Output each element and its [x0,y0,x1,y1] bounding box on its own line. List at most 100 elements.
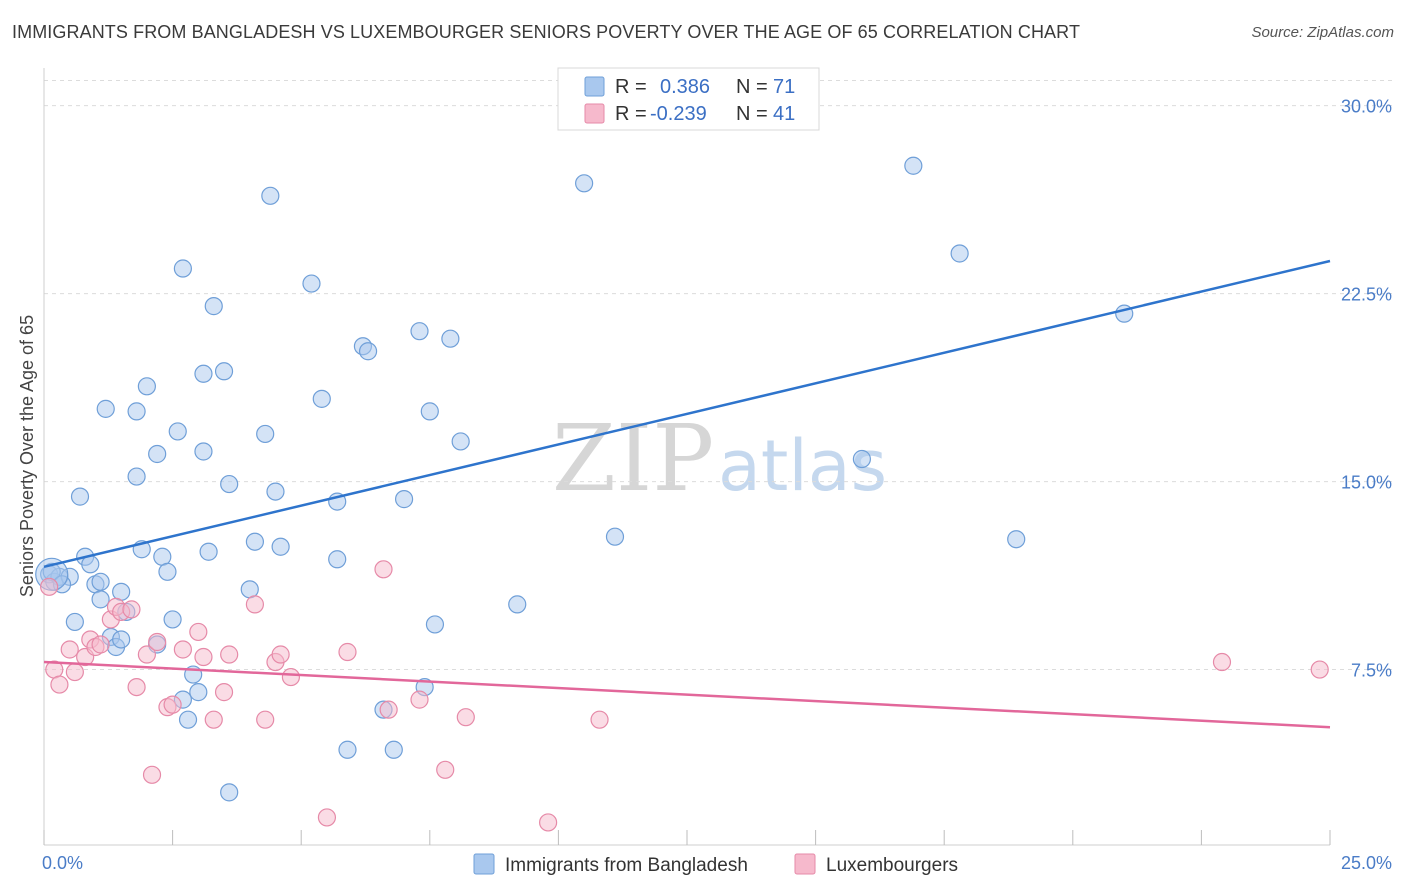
luxembourgers-point [60,640,79,659]
luxembourgers-point [410,690,429,709]
bangladesh-point [148,444,167,464]
bangladesh-point [384,740,403,759]
bangladesh-point [394,490,414,509]
series-luxembourgers-points [40,560,1329,832]
bangladesh-point [261,186,280,205]
bangladesh-point [112,582,131,601]
bangladesh-point [194,364,213,383]
legend-n-label-2: N = [736,103,768,125]
bangladesh-point [451,432,470,451]
legend-n-label-1: N = [736,76,768,98]
luxembourgers-point [220,645,239,664]
bangladesh-point [127,402,146,421]
y-tick-label: 7.5% [1351,661,1392,681]
bangladesh-point [91,572,110,591]
bangladesh-point [127,467,146,486]
series-bangladesh-points [35,156,1134,802]
y-tick-label: 15.0% [1341,473,1392,493]
bangladesh-point [173,259,192,278]
luxembourgers-point [137,645,156,664]
x-tick-label-max: 25.0% [1341,853,1392,873]
bangladesh-point [204,297,223,316]
luxembourgers-point [189,622,208,642]
bangladesh-point [312,389,331,408]
bangladesh-point [158,562,177,581]
luxembourgers-point [122,600,141,619]
luxembourgers-point [1310,660,1329,679]
bangladesh-point [91,590,110,609]
legend-r-label-2: R = [615,103,647,125]
luxembourgers-point [142,765,162,784]
bangladesh-point [852,449,871,469]
bangladesh-point [189,683,208,702]
luxembourgers-point [194,647,213,667]
bangladesh-point [96,399,115,418]
bangladesh-point [137,377,156,396]
bangladesh-point [153,547,172,566]
bangladesh-point [65,612,84,632]
bangladesh-point [240,580,259,599]
bangladesh-point [338,740,357,759]
bangladesh-point [575,174,594,193]
trendline-luxembourgers [43,660,1331,729]
legend-n-value-2: 41 [773,103,795,125]
y-axis-label: Seniors Poverty Over the Age of 65 [17,315,37,597]
luxembourgers-point [204,710,223,729]
luxembourgers-point [256,710,275,729]
bangladesh-point [266,482,285,501]
bangladesh-point [508,595,527,614]
luxembourgers-point [338,642,357,662]
bangladesh-point [425,615,445,634]
luxembourgers-point [271,645,290,664]
luxembourgers-point [379,700,398,719]
luxembourgers-point [91,635,110,654]
bangladesh-point [194,442,213,461]
watermark: ZIP atlas [552,405,887,512]
bangladesh-point [410,322,429,341]
luxembourgers-point [127,677,146,697]
bangladesh-point [950,244,969,263]
series-legend: Immigrants from Bangladesh Luxembourgers [473,853,958,876]
stats-legend: R = 0.386 N = 71 R = -0.239 N = 41 [557,67,820,131]
luxembourgers-point [317,808,337,827]
bangladesh-point [220,783,239,802]
bangladesh-point [441,329,460,348]
x-minor-ticks [43,830,1331,845]
bangladesh-point [256,424,275,444]
chart-title: IMMIGRANTS FROM BANGLADESH VS LUXEMBOURG… [12,22,1081,42]
bangladesh-point [220,474,239,494]
legend-n-value-1: 71 [773,76,795,98]
luxembourgers-point [539,813,558,832]
bangladesh-point [112,630,131,649]
source-credit: Source: ZipAtlas.com [1251,24,1394,41]
bangladesh-point [420,402,439,421]
luxembourgers-point [65,662,84,682]
bangladesh-point [178,710,198,729]
bangladesh-point [163,610,182,629]
y-tick-label: 22.5% [1341,285,1392,305]
luxembourgers-point [214,683,234,702]
bangladesh-point [70,487,90,506]
watermark-zip: ZIP [552,405,714,512]
luxembourgers-point [148,632,167,652]
legend-swatch-pink [584,103,605,124]
bangladesh-point [328,550,347,569]
legend-r-value-1: 0.386 [660,76,710,98]
bangladesh-point [271,537,290,556]
y-tick-labels: 7.5% 15.0% 22.5% 30.0% [1341,97,1392,681]
luxembourgers-point [456,708,475,727]
luxembourgers-point [590,710,609,729]
bangladesh-point [904,156,923,175]
luxembourgers-point [374,560,393,579]
luxembourgers-point [50,675,69,694]
bangladesh-point [605,527,625,546]
luxembourgers-point [245,595,265,614]
legend-r-label-1: R = [615,76,647,98]
trendline-bangladesh [43,259,1331,568]
legend-r-value-2: -0.239 [650,103,707,125]
luxembourgers-point [436,760,455,779]
x-tick-label-min: 0.0% [42,853,83,873]
bangladesh-point [1007,530,1026,549]
bangladesh-point [199,542,218,561]
